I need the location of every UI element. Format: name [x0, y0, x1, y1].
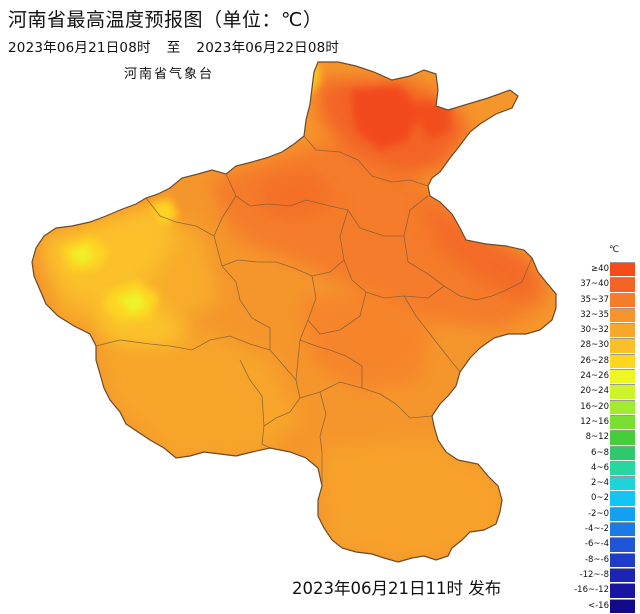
legend-label: 0~2 — [591, 493, 609, 504]
legend-label: 26~28 — [580, 355, 609, 366]
issue-time: 2023年06月21日11时 发布 — [292, 579, 502, 598]
legend-item: 30~32 — [580, 323, 636, 338]
legend-swatch — [610, 262, 635, 277]
legend-label: 30~32 — [580, 325, 609, 336]
period-end: 2023年06月22日08时 — [196, 40, 340, 56]
legend-swatch — [610, 430, 635, 445]
legend-unit: ℃ — [609, 245, 620, 255]
prefecture-boundaries — [95, 135, 533, 486]
agency-name: 河南省气象台 — [124, 67, 215, 82]
legend-swatch — [610, 307, 635, 323]
legend-label: ≥40 — [591, 264, 609, 274]
legend-swatch — [610, 323, 635, 338]
legend-item: 35~37 — [580, 292, 636, 308]
legend-swatch — [610, 460, 635, 476]
legend-swatch — [610, 369, 635, 384]
legend-label: 20~24 — [580, 386, 609, 397]
legend-item: 32~35 — [580, 307, 636, 323]
legend-item: -6~-4 — [584, 537, 636, 552]
legend-label: -12~-8 — [579, 569, 609, 580]
legend-item: ≥40 — [584, 262, 636, 277]
legend-swatch — [610, 522, 635, 537]
legend-label: 37~40 — [580, 279, 609, 290]
legend-swatch — [610, 399, 635, 414]
legend-label: 35~37 — [580, 294, 609, 305]
legend-label: -6~-4 — [584, 539, 609, 550]
legend-item: 6~8 — [584, 445, 636, 461]
legend-label: -2~0 — [587, 508, 609, 519]
forecast-period: 2023年06月21日08时至 2023年06月22日08时 — [8, 36, 339, 56]
period-separator: 至 — [166, 40, 181, 56]
legend-label: 2~4 — [591, 478, 609, 489]
legend-label: 16~20 — [580, 401, 609, 412]
legend-item: 12~16 — [580, 414, 636, 430]
legend-swatch — [610, 598, 635, 613]
legend-label: 32~35 — [580, 309, 609, 320]
legend-label: 6~8 — [591, 447, 609, 458]
zone-above-40 — [350, 86, 450, 150]
legend-swatch — [610, 277, 635, 292]
legend-rows: ≥40 37~40 35~37 32~35 30~32 28~30 26~28 24~26 20… — [574, 262, 636, 614]
period-start: 2023年06月21日08时 — [8, 40, 151, 56]
legend-label: 4~6 — [591, 462, 609, 473]
legend-swatch — [610, 292, 635, 307]
legend-item: -12~-8 — [580, 567, 636, 583]
legend-item: -4~-2 — [584, 522, 636, 537]
legend-swatch — [610, 491, 635, 506]
legend-item: <-16 — [584, 598, 636, 614]
legend-item: 24~26 — [580, 369, 636, 384]
legend-label: 8~12 — [585, 432, 609, 443]
legend-swatch — [610, 476, 635, 491]
legend-swatch — [610, 414, 635, 430]
legend-label: -16~-12 — [574, 585, 609, 596]
legend-item: 0~2 — [584, 491, 636, 506]
legend-swatch — [610, 506, 635, 522]
legend-swatch — [610, 338, 635, 353]
legend-item: 26~28 — [580, 353, 636, 369]
legend-label: -4~-2 — [584, 524, 609, 535]
legend-swatch — [610, 445, 635, 460]
legend-swatch — [610, 384, 635, 399]
legend-item: -2~0 — [584, 506, 636, 522]
legend-item: 8~12 — [584, 430, 636, 445]
legend-item: 4~6 — [584, 460, 636, 476]
legend-swatch — [610, 583, 635, 598]
legend-label: <-16 — [587, 600, 609, 611]
legend-item: 16~20 — [580, 399, 636, 415]
legend-label: 12~16 — [580, 416, 609, 427]
legend-swatch — [610, 537, 635, 552]
legend-item: 37~40 — [580, 277, 636, 292]
legend-item: -8~-6 — [584, 552, 636, 568]
legend-swatch — [610, 552, 635, 567]
legend-item: -16~-12 — [574, 583, 636, 598]
legend-label: -8~-6 — [584, 554, 609, 565]
legend-swatch — [610, 353, 635, 369]
legend-label: 24~26 — [580, 371, 609, 382]
legend-swatch — [610, 567, 635, 583]
map-title: 河南省最高温度预报图（单位：℃） — [8, 9, 323, 31]
legend-label: 28~30 — [580, 340, 609, 351]
legend-item: 28~30 — [580, 338, 636, 353]
zone-24-26 — [70, 246, 148, 314]
legend-item: 20~24 — [580, 384, 636, 399]
legend-item: 2~4 — [584, 476, 636, 491]
